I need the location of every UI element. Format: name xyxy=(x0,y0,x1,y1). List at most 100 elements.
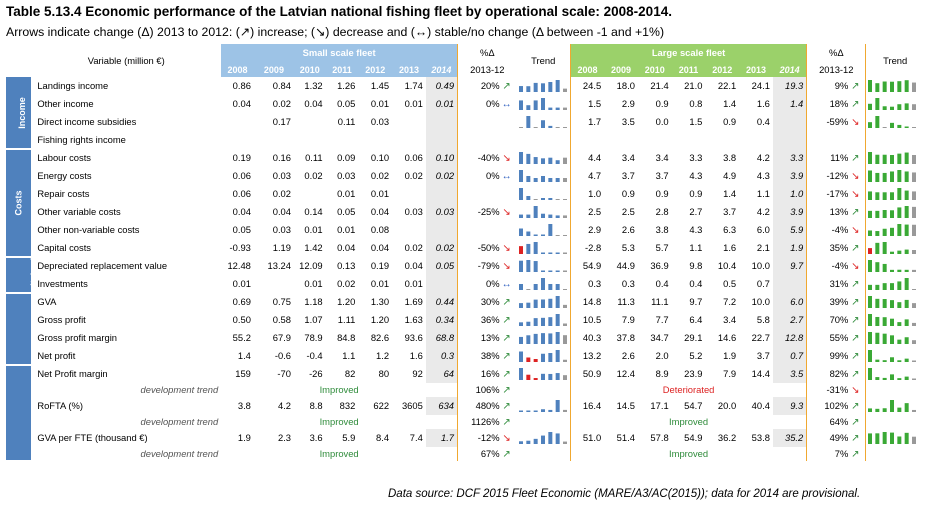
ls-value-cell: 10.5 xyxy=(582,314,602,325)
ls-trend-cell xyxy=(865,365,924,383)
table-row: Capital costs -0.93 1.19 1.42 0.04 0.04 0.02 0.… xyxy=(6,239,924,257)
trend-bar xyxy=(562,335,567,344)
ls-trend-cell xyxy=(865,397,924,415)
trend-bar xyxy=(882,408,887,412)
arrow-down-right-icon: ↘ xyxy=(851,260,860,272)
trend-bar xyxy=(555,178,560,182)
trend-sparkline xyxy=(868,152,917,164)
ss-value-cell: 3605 xyxy=(401,400,423,411)
row-label: Gross profit xyxy=(37,314,86,325)
ss-value-cell: 622 xyxy=(373,400,390,411)
pct-change-value: -79% xyxy=(477,259,500,271)
row-label: GVA xyxy=(37,296,57,307)
ss-development-trend: Improved xyxy=(319,384,359,395)
trend-bar xyxy=(562,441,567,444)
trend-bar xyxy=(890,171,895,182)
ls-trend-cell xyxy=(865,167,924,185)
ss-value-cell: 0.02 xyxy=(404,170,423,181)
trend-bar xyxy=(868,408,873,412)
ss-pct-change xyxy=(457,221,517,239)
ls-value-cell xyxy=(570,131,604,149)
ss-year-header: 2013 xyxy=(392,62,426,77)
row-label: Direct income subsidies xyxy=(37,116,137,127)
trend-bar xyxy=(875,433,880,444)
row-label: Depreciated replacement value xyxy=(37,260,168,271)
ss-value-cell: 0.04 xyxy=(337,242,356,253)
ls-value-cell: 6.0 xyxy=(772,293,807,311)
table-row: Income Landings income 0.86 0.84 1.32 1.26 1.4… xyxy=(6,77,924,150)
ls-value-cell: 2.5 xyxy=(588,206,602,217)
ss-value-cell: 0.06 xyxy=(404,152,423,163)
trend-bar xyxy=(562,304,567,308)
ls-value-cell: 2.8 xyxy=(655,206,669,217)
ss-value-cell: 0.02 xyxy=(272,188,291,199)
trend-bar xyxy=(875,284,880,290)
ss-value-cell: 78.9 xyxy=(304,332,323,343)
ss-pct-change: 13% ↗ xyxy=(457,329,517,347)
ls-value-cell: 5.8 xyxy=(756,314,770,325)
pct-change-value: 9% xyxy=(834,79,849,91)
ls-value-cell: 3.8 xyxy=(655,224,669,235)
trend-bar xyxy=(897,378,902,380)
table-row: development trend Improved 106% ↗ Deteriorat… xyxy=(6,383,924,397)
ss-value-cell: 159 xyxy=(235,368,251,379)
section-label: Profitability and development trends xyxy=(6,365,32,462)
row-label: Repair costs xyxy=(37,188,90,199)
pct-change-value: 1126% xyxy=(471,415,500,427)
ls-trend-cell xyxy=(865,113,924,131)
arrow-up-right-icon: ↗ xyxy=(502,332,511,344)
ss-value-cell xyxy=(392,221,426,239)
ls-value-cell: 1.4 xyxy=(723,98,737,109)
ss-trend-cell xyxy=(516,185,571,203)
ss-value-cell: 0.50 xyxy=(232,314,251,325)
ss-pct-change: -79% ↘ xyxy=(457,257,517,275)
trend-sparkline xyxy=(519,133,567,147)
trend-bar xyxy=(562,178,567,182)
trend-sparkline xyxy=(868,133,916,147)
pct-change-value: 35% xyxy=(829,241,849,253)
ls-value-cell: 57.8 xyxy=(650,432,669,443)
trend-bar xyxy=(518,303,523,308)
ss-value-cell: 0.04 xyxy=(404,260,423,271)
pct-change-value: -40% xyxy=(477,151,500,163)
trend-bar xyxy=(912,191,917,200)
trend-bar xyxy=(555,296,560,308)
trend-bar xyxy=(875,262,880,272)
ls-value-cell: 2.6 xyxy=(621,224,635,235)
section-name: Capital value xyxy=(28,257,32,293)
ls-value-cell: 36.2 xyxy=(717,432,737,443)
ls-pct-change: 49% ↗ xyxy=(806,429,866,447)
arrow-up-right-icon: ↗ xyxy=(502,350,511,362)
ls-year-header: 2012 xyxy=(705,62,740,77)
ss-value-cell xyxy=(326,131,359,149)
trend-bar xyxy=(540,158,545,164)
row-label: Landings income xyxy=(37,80,109,91)
ss-value-cell: 0.04 xyxy=(370,242,390,253)
ls-pct-change: -59% ↘ xyxy=(806,113,866,131)
ls-value-cell: 1.0 xyxy=(772,185,807,203)
ss-value-cell: 0.10 xyxy=(425,149,458,167)
trend-bar xyxy=(525,374,530,380)
trend-bar xyxy=(547,82,552,92)
arrow-down-right-icon: ↘ xyxy=(502,206,511,218)
ss-pct-period: 2013-12 xyxy=(457,62,517,77)
trend-bar xyxy=(547,252,552,254)
ls-value-cell: 0.7 xyxy=(772,347,807,365)
ls-year-header: 2014 xyxy=(772,62,807,77)
ls-value-cell: 4.3 xyxy=(689,224,703,235)
ls-value-cell: 0.4 xyxy=(655,278,669,289)
ls-value-cell: 11.3 xyxy=(617,296,635,307)
ls-value-cell: 3.4 xyxy=(655,152,669,163)
trend-bar xyxy=(518,410,523,412)
table-row: Profitability and development trends Net … xyxy=(6,365,924,462)
ls-value-cell: 29.1 xyxy=(684,332,703,343)
trend-bar xyxy=(890,374,895,380)
ls-value-cell: 7.9 xyxy=(723,368,737,379)
ls-value-cell: 0.5 xyxy=(723,278,737,289)
ls-value-cell: 9.7 xyxy=(772,257,807,275)
ss-value-cell: 1.45 xyxy=(370,80,390,91)
ls-value-cell: 36.9 xyxy=(650,260,669,271)
trend-bar xyxy=(518,152,523,164)
ss-value-cell: 67.9 xyxy=(272,332,291,343)
section-label: Capital value xyxy=(6,257,32,294)
